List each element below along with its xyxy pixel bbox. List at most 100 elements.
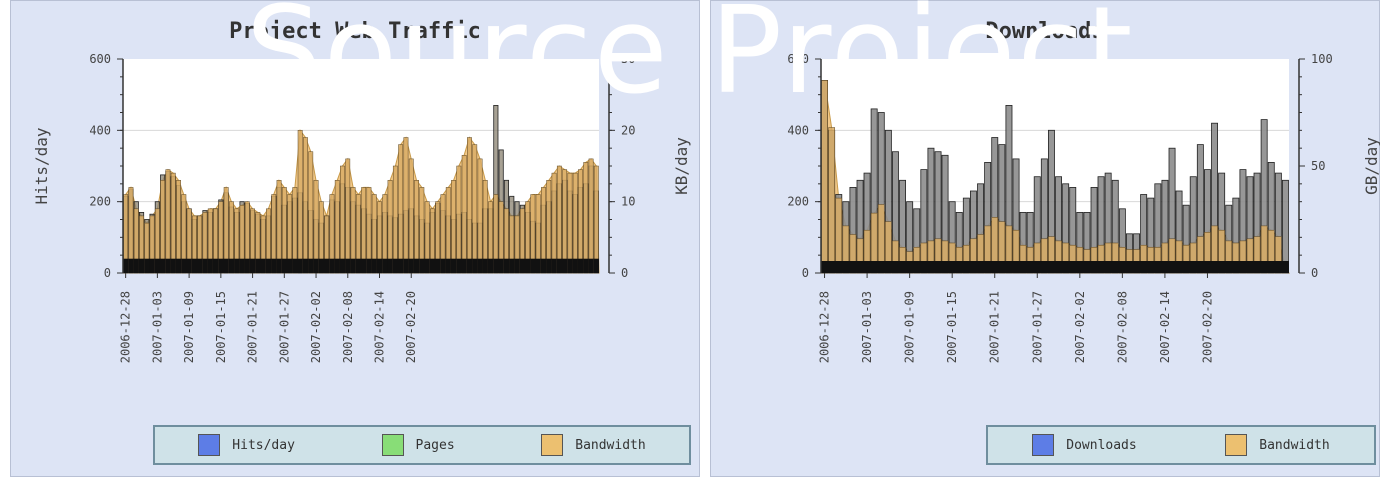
left-tick-label: 400	[787, 123, 809, 137]
legend-swatch-bandwidth	[1225, 434, 1248, 456]
pages-bar	[218, 258, 224, 273]
date-tick-label: 2007-02-20	[404, 291, 418, 363]
bandwidth-bar	[588, 158, 594, 274]
pages-bar	[334, 258, 340, 273]
pages-bar	[128, 258, 134, 273]
pages-bar	[160, 258, 166, 273]
bandwidth-bar	[170, 172, 176, 274]
pages-bar	[207, 258, 213, 273]
pages-bar	[271, 258, 277, 273]
pages-bar	[355, 258, 361, 273]
date-tick-label: 2007-02-08	[341, 291, 355, 363]
pages-bar	[239, 258, 245, 273]
pages-bar	[175, 258, 182, 273]
pages-bar	[493, 258, 499, 273]
web-traffic-chart: 0 200 400 600 0 10 20 30 Hits/day KB/day 2006-12-2…	[32, 52, 691, 363]
left-tick-label: 600	[89, 52, 111, 66]
pages-bar	[276, 258, 282, 273]
pages-bar	[567, 258, 573, 273]
bandwidth-bar	[345, 158, 351, 274]
pages-bar	[392, 258, 398, 273]
baseline-strip	[821, 261, 1289, 273]
date-tick-label: 2007-02-20	[1200, 291, 1214, 363]
chart-title: Downloads	[985, 19, 1105, 44]
legend-item-downloads: Downloads	[1032, 434, 1137, 456]
bandwidth-bar	[340, 165, 345, 274]
pages-bar	[308, 258, 314, 273]
pages-bar	[551, 258, 557, 273]
pages-bar	[435, 258, 441, 273]
date-tick-label: 2007-02-14	[1158, 291, 1172, 363]
pages-bar	[361, 258, 367, 273]
pages-bar	[154, 258, 160, 273]
pages-bar	[461, 258, 467, 273]
right-tick-label: 20	[621, 123, 635, 137]
left-axis-label: Hits/day	[32, 127, 51, 204]
left-tick-label: 200	[89, 195, 111, 209]
chart-legend: Downloads Bandwidth	[986, 425, 1376, 465]
date-tick-label: 2007-01-21	[988, 291, 1002, 363]
bandwidth-bar	[467, 137, 472, 274]
pages-bar	[255, 258, 261, 273]
pages-bar	[302, 258, 309, 273]
pages-bar	[313, 258, 319, 273]
pages-bar	[186, 258, 192, 273]
pages-bar	[456, 258, 462, 273]
date-tick-label: 2007-01-15	[214, 291, 228, 363]
downloads-chart-panel: 0 200 400 600 0 50 100 GB/day 2006-12-28 2007-01-…	[710, 0, 1380, 477]
pages-bar	[487, 258, 494, 273]
pages-bar	[514, 258, 520, 273]
bandwidth-bar	[593, 165, 599, 274]
pages-bar	[540, 258, 547, 273]
bandwidth-bar	[572, 172, 578, 274]
date-tick-label: 2007-02-08	[1115, 291, 1129, 363]
right-tick-label: 0	[621, 266, 628, 280]
legend-label-bandwidth: Bandwidth	[575, 437, 646, 453]
pages-bar	[281, 258, 287, 273]
bandwidth-bar	[303, 137, 308, 274]
date-tick-label: 2007-01-09	[182, 291, 196, 363]
pages-bar	[445, 258, 451, 273]
date-tick-label: 2007-01-15	[945, 291, 959, 363]
date-tick-label: 2007-01-03	[860, 291, 874, 363]
date-tick-label: 2007-02-14	[373, 291, 387, 363]
pages-bar	[244, 258, 250, 273]
pages-bar	[577, 258, 584, 273]
date-tick-label: 2006-12-28	[818, 291, 832, 363]
legend-item-bandwidth: Bandwidth	[541, 434, 646, 456]
date-tick-label: 2006-12-28	[119, 291, 133, 363]
bandwidth-bar	[562, 169, 568, 274]
pages-bar	[419, 258, 425, 273]
pages-bar	[292, 258, 298, 273]
date-tick-label: 2007-01-09	[903, 291, 917, 363]
pages-bar	[133, 258, 139, 273]
legend-item-bandwidth: Bandwidth	[1225, 434, 1330, 456]
pages-bar	[324, 258, 330, 273]
left-tick-label: 600	[787, 52, 809, 66]
bandwidth-bar	[551, 172, 557, 274]
pages-bar	[345, 258, 351, 273]
pages-bar	[297, 258, 303, 273]
pages-bar	[165, 258, 171, 273]
pages-bar	[429, 258, 436, 273]
pages-bar	[329, 258, 335, 273]
bandwidth-bar	[408, 158, 414, 274]
right-tick-label: 50	[1311, 159, 1325, 173]
legend-swatch-hits	[198, 434, 221, 456]
bandwidth-bar	[477, 158, 483, 274]
bandwidth-bar	[567, 172, 573, 274]
left-tick-label: 0	[104, 266, 111, 280]
left-tick-label: 200	[787, 195, 809, 209]
pages-bar	[509, 258, 515, 273]
right-tick-label: 30	[621, 52, 635, 66]
pages-bar	[408, 258, 414, 273]
pages-bar	[477, 258, 483, 273]
pages-bar	[588, 258, 594, 273]
left-tick-label: 0	[802, 266, 809, 280]
pages-bar	[234, 258, 240, 273]
pages-bar	[350, 258, 356, 273]
pages-bar	[398, 258, 404, 273]
bandwidth-bar	[821, 80, 828, 274]
bandwidth-bar	[456, 165, 462, 274]
